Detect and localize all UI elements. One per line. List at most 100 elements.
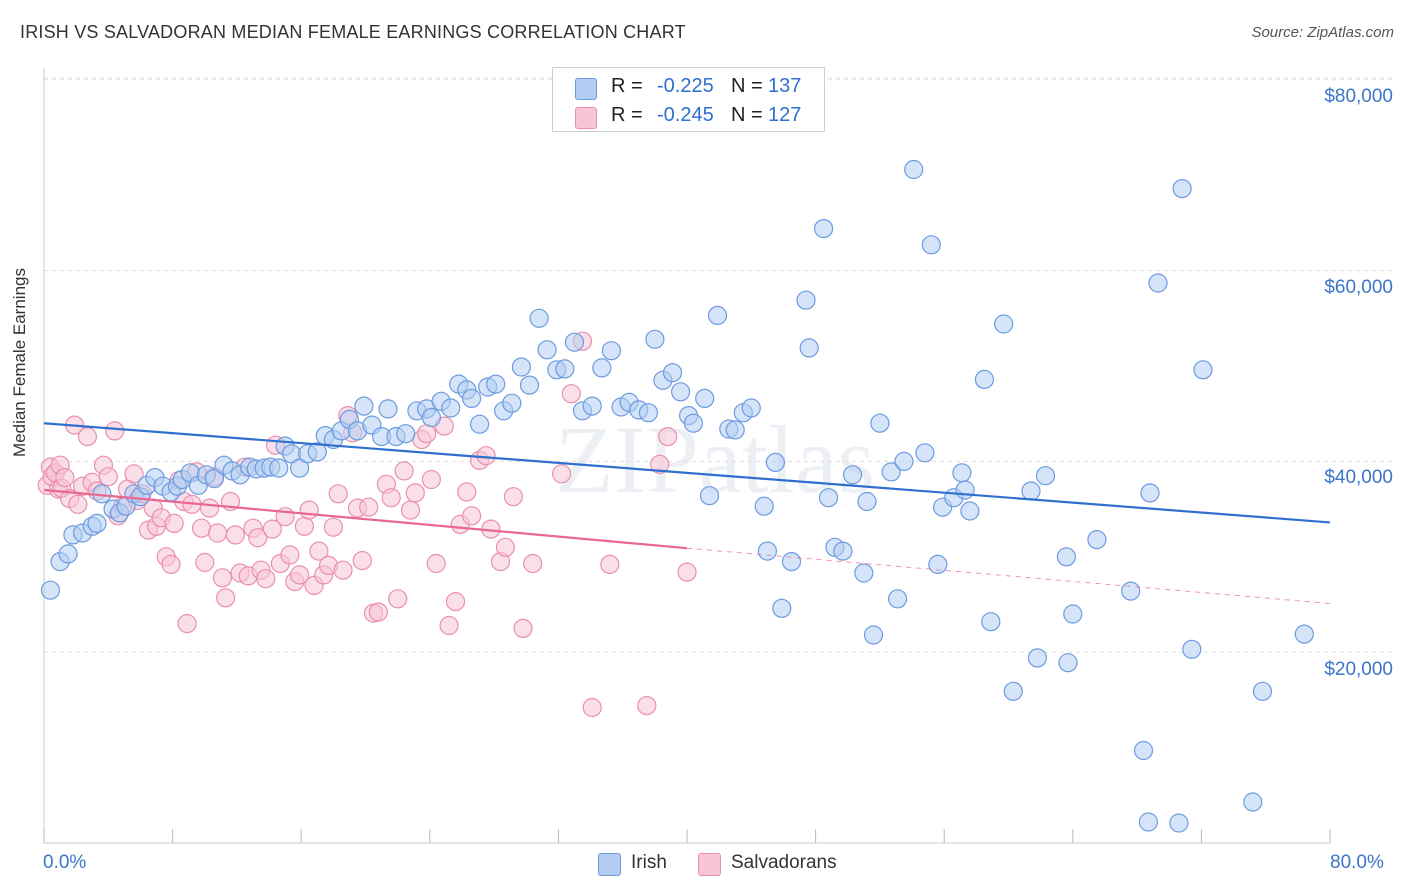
irish-point	[87, 513, 107, 534]
irish-legend-swatch	[598, 853, 621, 876]
salvadorans-point	[68, 494, 88, 514]
salvadorans-point	[561, 384, 581, 404]
y-tick-label: $40,000	[1324, 467, 1393, 488]
salvadorans-point	[55, 468, 75, 488]
salvadorans-point	[280, 545, 300, 565]
salvadorans-point	[225, 525, 245, 545]
salvadorans-point	[294, 516, 314, 536]
irish-r-value: -0.225	[657, 75, 714, 97]
irish-point	[894, 451, 914, 471]
salvadorans-point	[658, 427, 678, 447]
irish-point	[796, 290, 816, 310]
irish-point	[1133, 740, 1154, 761]
irish-point	[974, 369, 995, 389]
salvadorans-point	[637, 695, 657, 716]
irish-point	[1243, 792, 1263, 812]
irish-point	[707, 305, 728, 325]
irish-legend-label: Irish	[631, 852, 667, 873]
salvadorans-point	[124, 464, 144, 484]
n-label: N =	[731, 104, 763, 126]
irish-point	[683, 413, 704, 433]
irish-point	[1027, 648, 1048, 668]
salvadorans-point	[98, 467, 118, 487]
irish-point	[1021, 481, 1041, 501]
legend-row-salvadorans: R = -0.245 N = 127	[553, 101, 824, 131]
irish-point	[818, 488, 839, 508]
irish-point	[981, 612, 1001, 632]
irish-point	[269, 458, 289, 478]
salvadorans-point	[177, 613, 197, 634]
irish-point	[58, 544, 78, 564]
irish-point	[601, 341, 622, 361]
chart-title: IRISH VS SALVADORAN MEDIAN FEMALE EARNIN…	[20, 22, 686, 42]
r-label: R =	[611, 104, 643, 126]
n-label: N =	[731, 75, 763, 97]
salvadorans-r-value: -0.245	[657, 104, 714, 126]
salvadorans-trend-extension	[686, 547, 1331, 605]
salvadorans-point	[299, 500, 319, 520]
irish-point	[486, 374, 506, 394]
irish-point	[537, 340, 557, 360]
salvadorans-point	[551, 464, 572, 484]
irish-point	[813, 219, 834, 239]
irish-point	[842, 465, 863, 485]
irish-point	[1138, 812, 1159, 832]
salvadorans-legend-swatch	[698, 853, 721, 876]
salvadorans-point	[513, 618, 533, 639]
irish-point	[741, 398, 761, 418]
salvadorans-point	[368, 602, 388, 622]
irish-points	[40, 159, 1314, 833]
irish-point	[421, 407, 441, 428]
salvadorans-point	[208, 523, 228, 543]
salvadorans-points	[37, 331, 697, 718]
irish-point	[772, 598, 792, 618]
source-label: Source: ZipAtlas.com	[1251, 24, 1394, 41]
salvadorans-swatch	[575, 107, 597, 129]
x-tick-label-min: 0.0%	[43, 852, 87, 873]
salvadorans-point	[503, 487, 524, 507]
salvadorans-point	[333, 560, 353, 580]
trend-lines	[43, 422, 1331, 605]
salvadorans-point	[400, 500, 421, 520]
salvadorans-point	[405, 483, 425, 503]
salvadorans-point	[476, 446, 496, 466]
irish-point	[904, 159, 924, 180]
irish-point	[863, 625, 884, 645]
salvadorans-point	[248, 528, 268, 548]
irish-point	[645, 329, 665, 349]
irish-point	[1087, 529, 1107, 550]
y-tick-label: $20,000	[1324, 659, 1393, 680]
correlation-legend: R = -0.225 N = 137 R = -0.245 N = 127	[552, 67, 825, 132]
irish-point	[519, 375, 540, 395]
salvadorans-point	[421, 469, 441, 490]
irish-point	[994, 314, 1014, 334]
salvadorans-point	[439, 615, 459, 636]
salvadorans-point	[105, 421, 125, 441]
irish-point	[638, 403, 659, 423]
irish-point	[462, 388, 482, 408]
salvadorans-point	[328, 484, 348, 504]
salvadorans-point	[457, 482, 477, 502]
salvadorans-point	[523, 553, 543, 574]
irish-point	[1172, 179, 1192, 199]
salvadorans-point	[195, 552, 215, 573]
irish-point	[1003, 681, 1023, 701]
irish-point	[307, 442, 327, 462]
irish-point	[915, 443, 935, 463]
irish-point	[887, 589, 908, 609]
salvadorans-point	[262, 519, 282, 539]
irish-point	[470, 414, 490, 434]
irish-point	[757, 541, 778, 561]
salvadorans-legend-label: Salvadorans	[731, 852, 837, 873]
irish-point	[960, 501, 980, 521]
irish-point	[928, 554, 948, 575]
salvadorans-point	[650, 454, 670, 474]
irish-point	[441, 398, 461, 418]
irish-point	[781, 551, 802, 572]
irish-point	[854, 563, 874, 583]
salvadorans-point	[290, 565, 310, 585]
salvadorans-point	[600, 554, 620, 575]
irish-point	[833, 541, 853, 561]
irish-point	[921, 235, 941, 255]
irish-point	[799, 338, 819, 358]
